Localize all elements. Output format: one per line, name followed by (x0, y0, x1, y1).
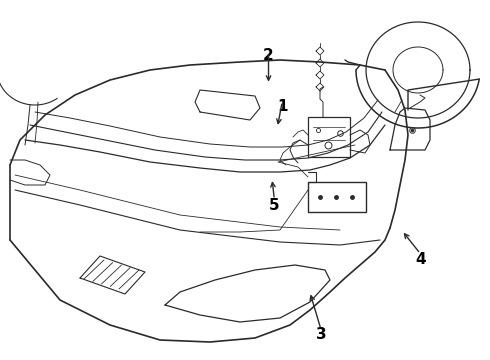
Text: 5: 5 (269, 198, 280, 213)
Text: 3: 3 (316, 327, 326, 342)
Bar (308, 117, 350, 157)
Text: 4: 4 (415, 252, 426, 267)
Text: 1: 1 (277, 99, 288, 114)
Text: 2: 2 (263, 48, 274, 63)
Bar (308, 182, 366, 212)
